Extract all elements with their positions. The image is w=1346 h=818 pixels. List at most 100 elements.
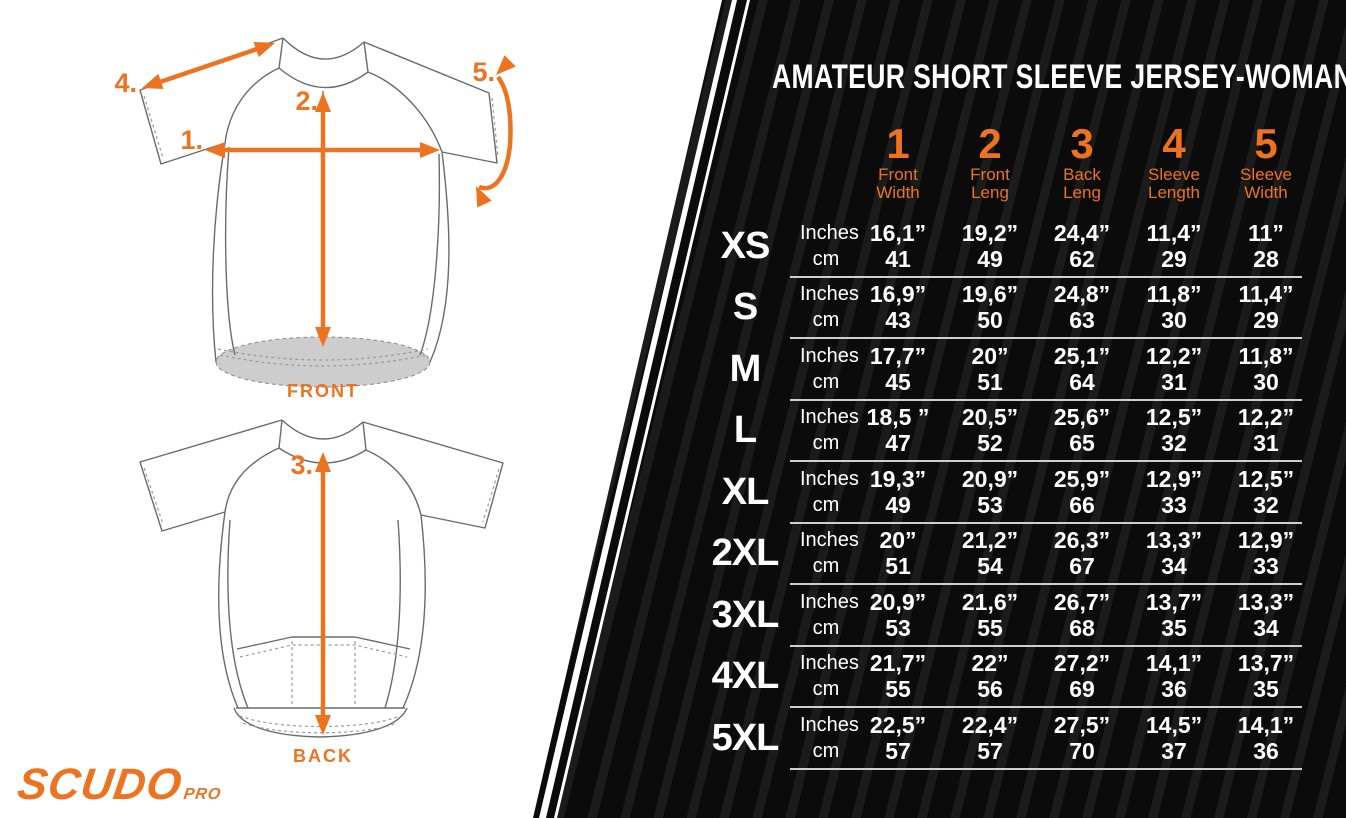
table-row: L Inches cm 18,5 ” 47 20,5” 52 25,6” 65 12,5” 32 12… <box>690 400 1312 462</box>
table-row: S Inches cm 16,9” 43 19,6” 50 24,8” 63 11,8” 30 11,… <box>690 277 1312 339</box>
cm-value: 55 <box>885 676 911 703</box>
measurement-cell: 20,9” 53 <box>944 461 1036 523</box>
column-number: 4 <box>1162 120 1186 167</box>
inches-value: 18,5 ” <box>866 404 930 431</box>
back-jersey-diagram: 3. BACK <box>139 419 504 766</box>
unit-cm-label: cm <box>812 493 840 516</box>
inches-value: 20,9” <box>961 465 1019 492</box>
inches-value: 11,8” <box>1146 281 1202 308</box>
cm-value: 45 <box>885 368 911 395</box>
table-row: 4XL Inches cm 21,7” 55 22” 56 27,2” 69 14,1” 36 13,… <box>690 646 1312 708</box>
column-label: Length <box>1148 183 1200 202</box>
arrow-label-2: 2. <box>295 86 318 116</box>
size-cell: L <box>690 400 800 462</box>
inches-value: 12,2” <box>1145 342 1203 369</box>
size-label: L <box>733 409 757 452</box>
measurement-cell: 26,7” 68 <box>1036 584 1128 646</box>
column-label: Width <box>876 183 920 202</box>
size-label: 2XL <box>711 532 780 575</box>
back-label: BACK <box>293 746 353 766</box>
unit-cm-label: cm <box>812 678 840 701</box>
front-label: FRONT <box>287 381 359 401</box>
measurement-cell: 25,6” 65 <box>1036 400 1128 462</box>
cm-value: 32 <box>1253 491 1279 518</box>
inches-value: 12,5” <box>1237 465 1295 492</box>
inches-value: 21,2” <box>961 527 1019 554</box>
inches-value: 27,2” <box>1053 650 1111 677</box>
column-label: Front <box>878 165 918 184</box>
size-cell: 3XL <box>690 584 800 646</box>
unit-cm-label: cm <box>812 370 840 393</box>
cm-value: 30 <box>1161 307 1187 334</box>
measurement-cell: 20” 51 <box>944 338 1036 400</box>
inches-value: 19,3” <box>869 465 927 492</box>
cm-value: 51 <box>977 368 1003 395</box>
inches-value: 13,7” <box>1237 650 1295 677</box>
measurement-cell: 11” 28 <box>1220 215 1312 277</box>
inches-value: 13,7” <box>1145 588 1203 615</box>
cm-value: 68 <box>1069 614 1095 641</box>
table-row: M Inches cm 17,7” 45 20” 51 25,1” 64 12,2” 31 11,8”… <box>690 338 1312 401</box>
row-separator <box>790 767 1302 770</box>
inches-value: 22,4” <box>961 711 1019 738</box>
page-title: AMATEUR SHORT SLEEVE JERSEY-WOMAN <box>772 58 1346 96</box>
cm-value: 51 <box>885 553 911 580</box>
cm-value: 57 <box>977 737 1003 764</box>
cm-value: 49 <box>977 245 1003 272</box>
column-label: Width <box>1244 183 1288 202</box>
inches-value: 20” <box>879 527 917 554</box>
back-length-arrow <box>315 452 331 735</box>
inches-value: 20,5” <box>961 404 1019 431</box>
inches-value: 25,6” <box>1053 404 1111 431</box>
measurement-cell: 16,1” 41 <box>852 215 944 277</box>
measurement-cell: 14,1” 36 <box>1128 646 1220 708</box>
unit-inches-label: Inches <box>800 590 859 613</box>
cm-value: 47 <box>885 430 911 457</box>
inches-value: 16,1” <box>869 219 927 246</box>
size-cell: S <box>690 277 800 339</box>
cm-value: 33 <box>1253 553 1279 580</box>
measurement-cell: 11,8” 30 <box>1128 277 1220 339</box>
cm-value: 69 <box>1069 676 1095 703</box>
column-header: 5 Sleeve Width <box>1220 122 1312 202</box>
cm-value: 36 <box>1161 676 1187 703</box>
brand-logo: SCUDOPRO <box>14 760 226 810</box>
unit-cell: Inches cm <box>800 584 859 646</box>
inches-value: 26,7” <box>1053 588 1111 615</box>
cm-value: 65 <box>1069 430 1095 457</box>
measurement-cell: 20” 51 <box>852 523 944 585</box>
cm-value: 41 <box>885 245 911 272</box>
cm-value: 35 <box>1253 676 1279 703</box>
unit-inches-label: Inches <box>800 406 859 429</box>
cm-value: 64 <box>1069 368 1095 395</box>
cm-value: 37 <box>1161 737 1187 764</box>
measurement-cell: 21,6” 55 <box>944 584 1036 646</box>
table-row: 2XL Inches cm 20” 51 21,2” 54 26,3” 67 13,3” 34 12,… <box>690 523 1312 585</box>
row-separator <box>790 644 1302 647</box>
unit-cell: Inches cm <box>800 215 859 277</box>
measurement-cell: 13,3” 34 <box>1220 584 1312 646</box>
measurement-cell: 13,3” 34 <box>1128 523 1220 585</box>
column-header: 3 Back Leng <box>1036 122 1128 202</box>
cm-value: 29 <box>1161 245 1187 272</box>
column-label: Front <box>970 165 1010 184</box>
inches-value: 11,4” <box>1146 219 1202 246</box>
inches-value: 25,1” <box>1053 342 1111 369</box>
inches-value: 13,3” <box>1145 527 1203 554</box>
size-label: M <box>729 347 762 390</box>
size-cell: 2XL <box>690 523 800 585</box>
table-row: XL Inches cm 19,3” 49 20,9” 53 25,9” 66 12,9” 33 12… <box>690 461 1312 524</box>
table-row: XS Inches cm 16,1” 41 19,2” 49 24,4” 62 11,4” 29 11… <box>690 215 1312 278</box>
column-header: 2 Front Leng <box>944 122 1036 202</box>
size-label: 5XL <box>711 716 780 759</box>
inches-value: 14,1” <box>1237 711 1295 738</box>
inches-value: 20,9” <box>869 588 927 615</box>
measurement-cell: 11,4” 29 <box>1220 277 1312 339</box>
measurement-cell: 21,7” 55 <box>852 646 944 708</box>
inches-value: 14,5” <box>1145 711 1203 738</box>
inches-value: 12,9” <box>1145 465 1203 492</box>
cm-value: 57 <box>885 737 911 764</box>
unit-inches-label: Inches <box>800 529 859 552</box>
column-label: Sleeve <box>1148 165 1200 184</box>
